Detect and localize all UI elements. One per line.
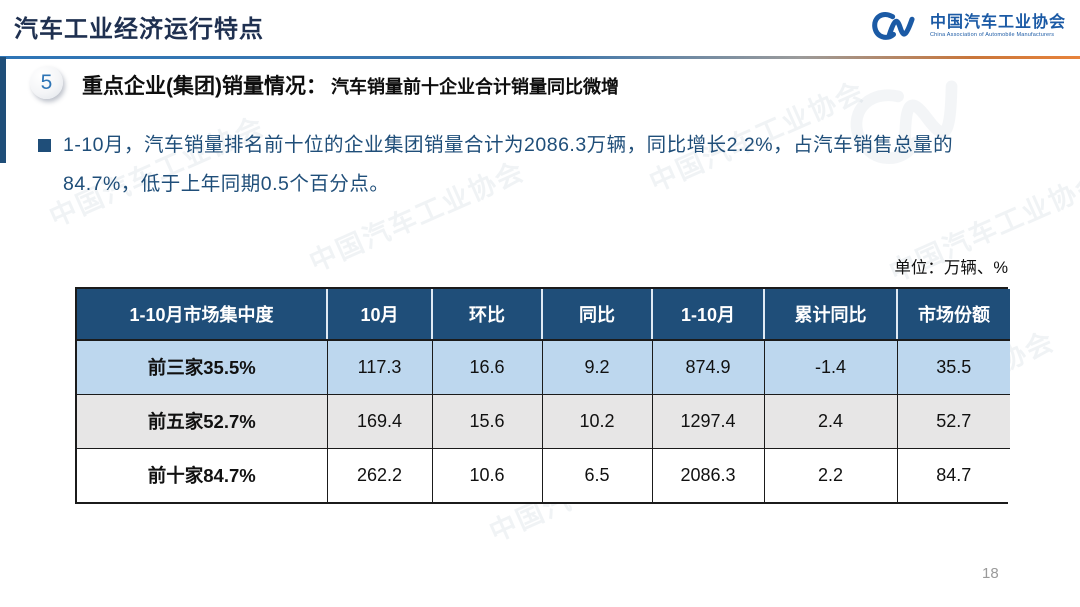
unit-label: 单位：万辆、%	[894, 259, 1008, 277]
cell: 1297.4	[651, 393, 765, 449]
col-header: 1-10月市场集中度	[77, 289, 327, 341]
cell: 2.4	[763, 393, 898, 449]
cell: 117.3	[326, 339, 433, 395]
section-heading-main: 重点企业(集团)销量情况：	[82, 75, 327, 98]
page-title: 汽车工业经济运行特点	[14, 16, 264, 43]
bullet-square-icon	[38, 139, 51, 152]
col-header: 市场份额	[896, 289, 1010, 341]
table-row: 前三家35.5% 117.3 16.6 9.2 874.9 -1.4 35.5	[77, 339, 1010, 395]
table-row: 前五家52.7% 169.4 15.6 10.2 1297.4 2.4 52.7	[77, 393, 1010, 449]
col-header: 累计同比	[763, 289, 897, 341]
row-label: 前十家84.7%	[77, 447, 328, 502]
cell: 15.6	[431, 393, 543, 449]
cell: 2.2	[763, 447, 898, 502]
col-header: 环比	[431, 289, 542, 341]
cell: 874.9	[651, 339, 765, 395]
col-header: 同比	[541, 289, 652, 341]
row-label: 前五家52.7%	[77, 393, 328, 449]
logo-name-en: China Association of Automobile Manufact…	[929, 32, 1055, 39]
table-header-row: 1-10月市场集中度 10月 环比 同比 1-10月 累计同比 市场份额	[77, 289, 1010, 341]
cell: 52.7	[896, 393, 1010, 449]
cell: 169.4	[326, 393, 433, 449]
bullet-paragraph: 1-10月，汽车销量排名前十位的企业集团销量合计为2086.3万辆，同比增长2.…	[63, 134, 954, 195]
cell: 9.2	[541, 339, 653, 395]
caam-logo-mark-icon	[872, 12, 915, 40]
page-number: 18	[982, 565, 999, 582]
logo-name-zh: 中国汽车工业协会	[929, 13, 1066, 31]
cell: -1.4	[763, 339, 898, 395]
section-heading: 重点企业(集团)销量情况： 汽车销量前十企业合计销量同比微增	[82, 70, 619, 100]
cell: 84.7	[896, 447, 1010, 502]
cell: 35.5	[896, 339, 1010, 395]
table-row: 前十家84.7% 262.2 10.6 6.5 2086.3 2.2 84.7	[77, 447, 1010, 502]
col-header: 1-10月	[651, 289, 764, 341]
caam-logo: 中国汽车工业协会 China Association of Automobile…	[869, 8, 1066, 44]
cell: 2086.3	[651, 447, 765, 502]
section-accent-bar	[0, 57, 6, 163]
col-header: 10月	[326, 289, 432, 341]
section-number-badge: 5	[30, 66, 63, 99]
cell: 262.2	[326, 447, 433, 502]
concentration-table: 1-10月市场集中度 10月 环比 同比 1-10月 累计同比 市场份额 前三家…	[75, 287, 1010, 504]
cell: 10.2	[541, 393, 653, 449]
header-divider	[0, 56, 1080, 59]
row-label: 前三家35.5%	[77, 339, 328, 395]
section-heading-sub: 汽车销量前十企业合计销量同比微增	[331, 77, 619, 97]
cell: 6.5	[541, 447, 653, 502]
cell: 16.6	[431, 339, 543, 395]
cell: 10.6	[431, 447, 543, 502]
